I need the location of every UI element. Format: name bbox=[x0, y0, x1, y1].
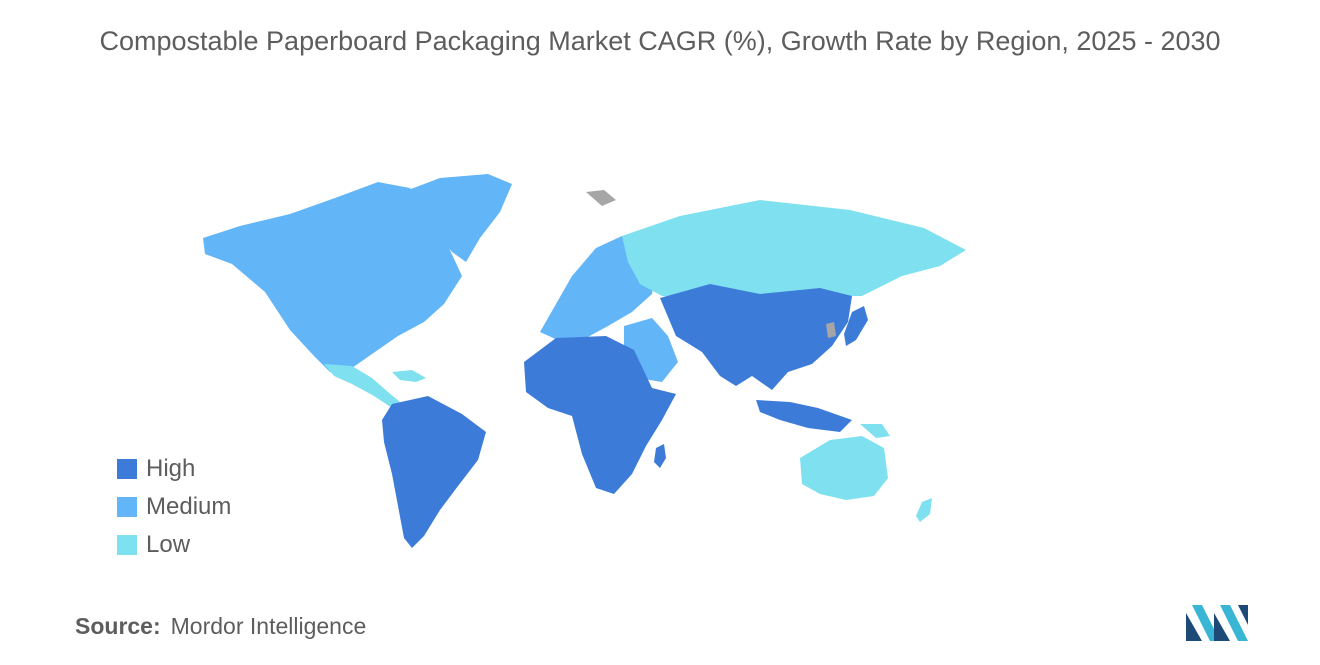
legend-label-high: High bbox=[146, 455, 196, 482]
legend-label-medium: Medium bbox=[146, 493, 232, 520]
legend-swatch-high bbox=[117, 459, 137, 479]
region-australia bbox=[800, 436, 888, 500]
region-southeast-asia-islands bbox=[756, 400, 852, 432]
region-caribbean bbox=[392, 370, 426, 382]
legend-item-medium: Medium bbox=[117, 488, 231, 526]
region-asia bbox=[660, 284, 852, 390]
region-africa bbox=[524, 336, 676, 494]
legend-swatch-low bbox=[117, 535, 137, 555]
region-madagascar bbox=[654, 444, 666, 468]
legend: High Medium Low bbox=[117, 450, 231, 564]
region-greenland bbox=[403, 174, 512, 262]
legend-item-low: Low bbox=[117, 526, 231, 564]
region-svalbard bbox=[586, 190, 616, 206]
source-line: Source: Mordor Intelligence bbox=[75, 613, 366, 640]
region-korea bbox=[826, 322, 836, 338]
region-russia bbox=[622, 200, 966, 298]
legend-swatch-medium bbox=[117, 497, 137, 517]
source-label: Source: bbox=[75, 613, 161, 639]
mordor-intelligence-logo-icon bbox=[1186, 605, 1248, 641]
region-north-america bbox=[203, 182, 462, 372]
region-south-america bbox=[382, 396, 486, 548]
region-new-zealand bbox=[916, 498, 932, 522]
legend-label-low: Low bbox=[146, 531, 191, 558]
region-japan bbox=[844, 306, 868, 346]
legend-item-high: High bbox=[117, 450, 231, 488]
chart-title: Compostable Paperboard Packaging Market … bbox=[99, 26, 1221, 56]
region-europe bbox=[540, 236, 656, 342]
region-new-guinea bbox=[860, 424, 890, 438]
source-value: Mordor Intelligence bbox=[170, 613, 367, 639]
region-central-america bbox=[324, 364, 400, 408]
